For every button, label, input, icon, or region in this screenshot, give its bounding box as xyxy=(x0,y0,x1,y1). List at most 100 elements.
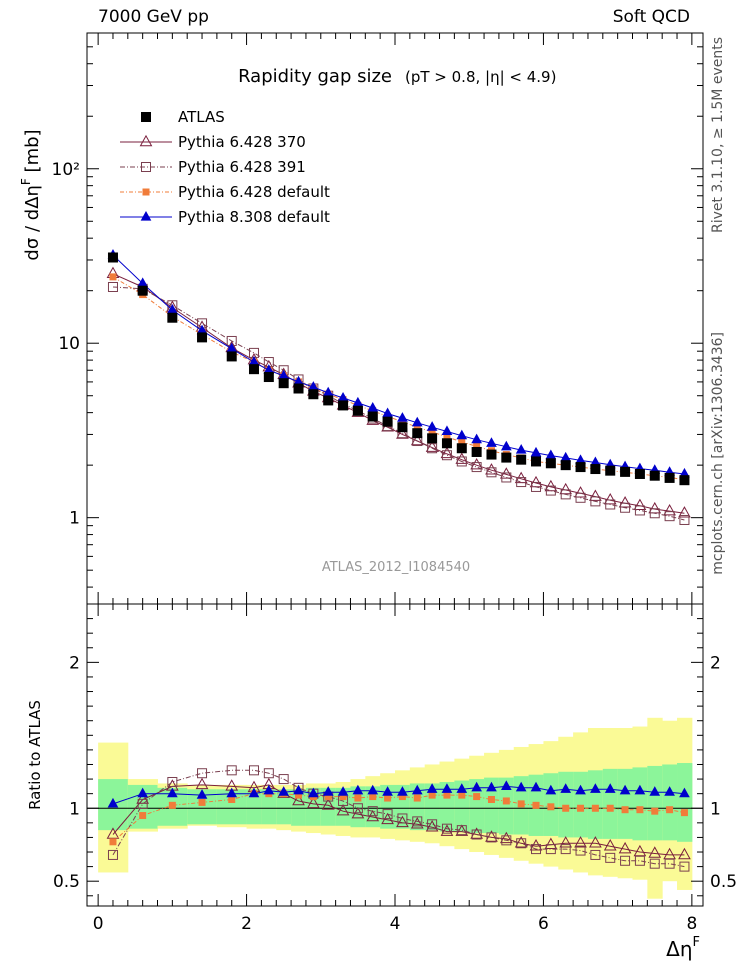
legend-marker xyxy=(141,162,151,172)
ratio-point-pythia-6-428-default xyxy=(458,791,466,799)
ratio-point-pythia-8-308-default xyxy=(226,787,238,798)
main-point-pythia-6-428-370 xyxy=(678,506,691,518)
ratio-point-pythia-6-428-default xyxy=(636,806,644,814)
ratio-point-pythia-6-428-391 xyxy=(226,765,237,776)
main-point-pythia-6-428-391 xyxy=(634,505,645,516)
main-point-atlas xyxy=(248,364,259,375)
main-y-axis-label: dσ / dΔηF [mb] xyxy=(19,129,43,260)
inner-band-bin xyxy=(602,768,619,839)
legend-label: ATLAS xyxy=(178,108,225,126)
inner-band-bin xyxy=(276,789,292,825)
main-point-pythia-8-308-default xyxy=(441,425,453,436)
ratio-point-pythia-6-428-391 xyxy=(456,825,467,836)
main-point-atlas xyxy=(486,449,497,460)
inner-band-bin xyxy=(617,768,633,839)
ratio-y-tick-label-left: 0.5 xyxy=(53,872,80,892)
inner-band-bin xyxy=(662,764,678,841)
main-line-pythia-8-308-default xyxy=(112,254,685,475)
inner-band-bin xyxy=(469,779,485,834)
ratio-point-pythia-6-428-default xyxy=(413,794,421,802)
ratio-point-pythia-6-428-default xyxy=(473,793,481,801)
inner-band-bin xyxy=(587,770,604,839)
ratio-point-pythia-8-308-default xyxy=(575,784,586,795)
ratio-point-pythia-6-428-default xyxy=(228,795,236,803)
main-point-pythia-6-428-391 xyxy=(441,450,452,461)
ratio-point-pythia-8-308-default xyxy=(196,789,208,799)
ratio-point-pythia-6-428-391 xyxy=(531,844,542,855)
main-point-pythia-8-308-default xyxy=(411,416,423,427)
main-point-pythia-6-428-391 xyxy=(471,462,482,473)
main-point-pythia-6-428-391 xyxy=(560,489,571,500)
main-series-pythia-6-428-391 xyxy=(107,281,690,525)
ratio-point-pythia-6-428-370 xyxy=(455,824,469,836)
inner-band-bin xyxy=(573,771,589,838)
main-point-atlas xyxy=(620,466,631,477)
ratio-panel: 0.5 0.5 1 1 2 2 0 2 4 6 8 Ratio to ATLAS ΔηF xyxy=(26,603,737,961)
ratio-point-pythia-6-428-370 xyxy=(470,827,483,839)
ratio-point-pythia-6-428-391 xyxy=(397,813,408,824)
ratio-point-pythia-6-428-default xyxy=(109,838,117,846)
main-point-pythia-6-428-391 xyxy=(575,492,586,503)
ratio-series-pythia-8-308-default xyxy=(107,780,690,808)
main-point-atlas xyxy=(167,312,178,323)
ratio-point-pythia-8-308-default xyxy=(397,786,408,796)
ratio-point-pythia-6-428-391 xyxy=(412,816,423,827)
main-point-pythia-8-308-default xyxy=(367,401,379,412)
legend: ATLAS Pythia 6.428 370 Pythia 6.428 391 Pyt… xyxy=(120,108,330,226)
ratio-point-pythia-6-428-370 xyxy=(410,817,424,829)
ratio-point-pythia-8-308-default xyxy=(441,783,453,793)
ratio-point-pythia-6-428-391 xyxy=(263,768,274,779)
ratio-point-pythia-6-428-370 xyxy=(678,847,691,860)
main-point-pythia-6-428-391 xyxy=(501,472,512,483)
ratio-point-pythia-6-428-default xyxy=(443,791,451,799)
main-point-pythia-6-428-391 xyxy=(679,514,690,525)
ratio-point-pythia-6-428-default xyxy=(369,793,377,801)
legend-entry-pythia-6-428-391: Pythia 6.428 391 xyxy=(120,158,306,176)
ratio-point-pythia-8-308-default xyxy=(166,787,178,798)
ratio-point-pythia-6-428-default xyxy=(577,804,585,812)
main-point-pythia-8-308-default xyxy=(471,433,482,444)
ratio-point-pythia-6-428-391 xyxy=(107,849,118,860)
ratio-point-pythia-8-308-default xyxy=(679,787,690,798)
main-point-pythia-6-428-370 xyxy=(574,486,587,498)
main-point-pythia-6-428-default xyxy=(109,273,117,281)
legend-marker xyxy=(142,188,150,196)
ratio-point-pythia-8-308-default xyxy=(337,786,349,796)
main-point-atlas xyxy=(471,446,482,457)
x-tick-label: 4 xyxy=(390,914,401,934)
main-y-axis-ticks xyxy=(87,32,703,604)
main-point-pythia-6-428-default xyxy=(413,423,421,431)
ratio-point-pythia-8-308-default xyxy=(619,784,631,795)
ratio-point-pythia-8-308-default xyxy=(545,784,557,795)
ratio-point-pythia-8-308-default xyxy=(604,783,616,793)
main-point-atlas xyxy=(412,428,423,439)
ratio-point-pythia-6-428-default xyxy=(680,809,688,817)
ratio-point-pythia-6-428-default xyxy=(324,793,332,801)
plot-title: Rapidity gap size xyxy=(238,66,392,87)
main-point-pythia-6-428-370 xyxy=(396,427,409,439)
main-point-atlas xyxy=(531,456,542,467)
ratio-line-pythia-6-428-370 xyxy=(112,784,685,856)
main-point-atlas xyxy=(545,458,556,469)
ratio-point-pythia-8-308-default xyxy=(649,786,661,796)
ratio-point-pythia-6-428-370 xyxy=(618,841,632,854)
ratio-point-pythia-6-428-370 xyxy=(425,820,439,832)
ratio-point-pythia-6-428-370 xyxy=(574,836,587,848)
ratio-point-pythia-6-428-391 xyxy=(278,774,289,785)
ratio-y-axis-label: Ratio to ATLAS xyxy=(26,700,44,810)
main-point-pythia-6-428-default xyxy=(443,433,451,441)
main-point-pythia-6-428-391 xyxy=(605,499,616,510)
main-point-atlas xyxy=(664,472,675,483)
ratio-point-pythia-8-308-default xyxy=(137,787,149,798)
ratio-point-pythia-6-428-391 xyxy=(501,835,512,846)
main-point-pythia-6-428-default xyxy=(428,428,436,436)
main-point-atlas xyxy=(427,433,438,444)
main-point-pythia-6-428-370 xyxy=(633,498,647,511)
ratio-y-tick-label-right: 0.5 xyxy=(710,872,737,892)
ratio-point-pythia-8-308-default xyxy=(293,784,304,795)
main-point-atlas xyxy=(107,252,118,263)
main-point-atlas xyxy=(308,389,319,400)
ratio-point-pythia-6-428-391 xyxy=(679,861,690,872)
plot-subtitle: (pT > 0.8, |η| < 4.9) xyxy=(405,68,556,86)
ratio-point-pythia-8-308-default xyxy=(471,781,482,792)
